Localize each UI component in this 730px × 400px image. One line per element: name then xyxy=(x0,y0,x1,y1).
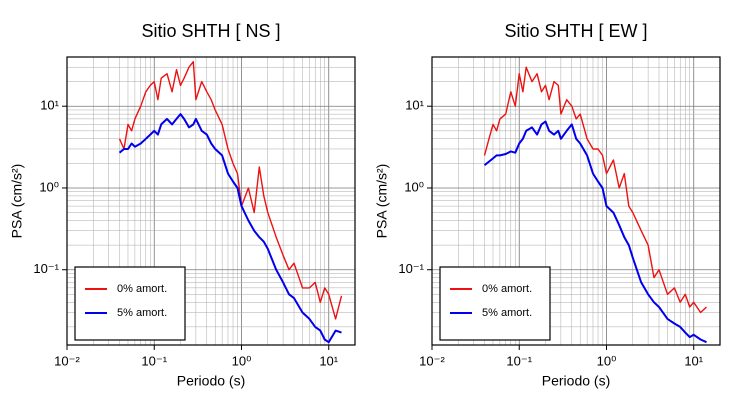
y-tick-label: 10¹ xyxy=(405,98,424,113)
chart-title: Sitio SHTH [ EW ] xyxy=(504,21,647,41)
x-tick-label: 10¹ xyxy=(319,353,338,368)
y-tick-label: 10⁰ xyxy=(404,179,424,194)
x-tick-label: 10⁰ xyxy=(232,353,252,368)
y-axis-label: PSA (cm/s²) xyxy=(374,164,390,239)
y-axis-label: PSA (cm/s²) xyxy=(9,164,25,239)
y-tick-label: 10⁻¹ xyxy=(398,261,424,276)
series-line xyxy=(483,66,707,314)
x-axis-label: Periodo (s) xyxy=(177,373,245,389)
chart-title: Sitio SHTH [ NS ] xyxy=(141,21,280,41)
x-tick-label: 10⁰ xyxy=(597,353,617,368)
legend-box xyxy=(74,266,186,341)
subplot: Sitio SHTH [ NS ] Periodo (s) PSA (cm/s²) 1… xyxy=(9,21,356,389)
series-line xyxy=(483,120,707,344)
x-tick-label: 10⁻² xyxy=(419,353,445,368)
legend-label: 5% amort. xyxy=(117,307,167,319)
legend-box xyxy=(439,266,551,341)
y-tick-label: 10⁻¹ xyxy=(33,261,59,276)
legend-label: 0% amort. xyxy=(482,283,532,295)
legend-label: 5% amort. xyxy=(482,307,532,319)
legend-label: 0% amort. xyxy=(117,283,167,295)
x-tick-label: 10¹ xyxy=(684,353,703,368)
x-axis-label: Periodo (s) xyxy=(542,373,610,389)
y-tick-label: 10⁰ xyxy=(39,179,59,194)
x-tick-label: 10⁻¹ xyxy=(141,353,167,368)
plot-frame xyxy=(431,56,721,346)
subplot: Sitio SHTH [ EW ] Periodo (s) PSA (cm/s²) 1… xyxy=(374,21,721,389)
series-line xyxy=(118,113,342,344)
y-tick-label: 10¹ xyxy=(40,98,59,113)
x-tick-label: 10⁻¹ xyxy=(506,353,532,368)
series-line xyxy=(118,61,343,320)
x-tick-label: 10⁻² xyxy=(54,353,80,368)
plot-frame xyxy=(66,56,356,346)
